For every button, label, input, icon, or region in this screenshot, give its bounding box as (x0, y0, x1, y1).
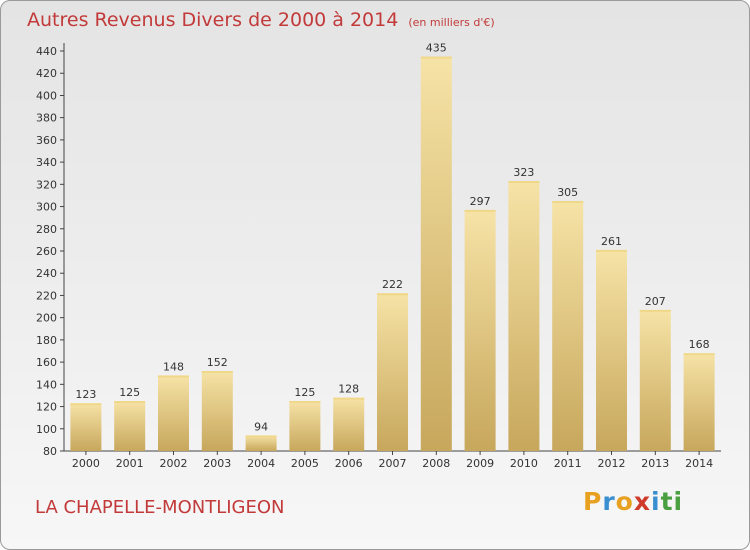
bar (683, 353, 715, 451)
x-tick-label: 2011 (554, 457, 582, 470)
bar (377, 293, 408, 451)
data-label: 168 (689, 338, 710, 351)
logo-letter: t (660, 487, 674, 516)
x-tick-label: 2007 (379, 457, 407, 470)
logo-letter: r (602, 487, 616, 516)
bar-top (70, 403, 102, 406)
bar-top (420, 56, 452, 59)
bar (245, 435, 277, 451)
bar-top (245, 435, 277, 438)
bar (114, 401, 146, 451)
data-label: 207 (645, 295, 666, 308)
bar (289, 401, 321, 451)
y-tick-label: 260 (36, 245, 57, 258)
y-axis: 80 100 120 140 160 180 200 220 240 260 280 300 320 34… (36, 43, 65, 458)
data-label: 128 (338, 383, 359, 396)
x-tick-label: 2006 (335, 457, 363, 470)
bar-top (508, 181, 540, 183)
x-axis: 2000 2001 2002 2003 2004 2005 2006 2007 2008 2009… (64, 450, 721, 470)
bar (552, 201, 584, 451)
data-label: 152 (207, 356, 228, 369)
bar-top (377, 293, 408, 296)
y-tick-label: 160 (36, 356, 57, 369)
data-label: 125 (119, 386, 140, 399)
y-tick-label: 440 (36, 45, 57, 58)
x-tick-label: 2005 (291, 457, 319, 470)
data-label: 323 (513, 166, 534, 179)
bar-top (201, 371, 233, 373)
bar-top (114, 401, 146, 403)
x-tick-label: 2014 (685, 457, 713, 470)
bar-top (596, 249, 627, 252)
x-tick-label: 2003 (203, 457, 231, 470)
y-tick-label: 100 (36, 423, 57, 436)
bar-top (552, 201, 584, 203)
x-tick-label: 2012 (598, 457, 626, 470)
y-tick-label: 300 (36, 201, 57, 214)
data-label: 435 (426, 42, 447, 55)
y-tick-label: 420 (36, 67, 57, 80)
logo-letter: i (651, 487, 661, 516)
y-tick-label: 240 (36, 267, 57, 280)
data-label: 261 (601, 235, 622, 248)
data-label: 125 (294, 386, 315, 399)
bar (158, 375, 189, 451)
y-tick-label: 140 (36, 378, 57, 391)
y-tick-label: 360 (36, 134, 57, 147)
data-label: 297 (470, 195, 491, 208)
y-tick-label: 180 (36, 334, 57, 347)
data-label: 222 (382, 278, 403, 291)
x-tick-label: 2000 (72, 457, 100, 470)
y-tick-label: 320 (36, 178, 57, 191)
bar (508, 181, 540, 451)
bar (333, 397, 365, 451)
y-tick-label: 340 (36, 156, 57, 169)
bar (639, 309, 671, 451)
bar (201, 371, 233, 451)
bar (420, 56, 452, 452)
y-tick-label: 200 (36, 312, 57, 325)
x-tick-label: 2004 (247, 457, 275, 470)
x-tick-label: 2002 (160, 457, 188, 470)
bar-top (158, 375, 189, 378)
chart-title: Autres Revenus Divers de 2000 à 2014 (en… (27, 9, 495, 31)
bar-top (683, 353, 715, 356)
bar-top (289, 401, 321, 403)
y-tick-label: 380 (36, 112, 57, 125)
data-labels: 123 125 148 152 94 125 128 222 435 297 323 305 261 20… (75, 42, 709, 434)
logo-letter: x (633, 487, 651, 516)
x-tick-label: 2008 (422, 457, 450, 470)
bar-top (464, 209, 496, 212)
chart-subtitle: (en milliers d'€) (408, 16, 495, 29)
commune-name: LA CHAPELLE-MONTLIGEON (35, 497, 285, 518)
logo-letter: i (673, 487, 684, 516)
y-tick-label: 400 (36, 89, 57, 102)
bar-top (333, 397, 365, 400)
y-tick-label: 280 (36, 223, 57, 236)
data-label: 94 (254, 420, 268, 433)
x-tick-label: 2013 (641, 457, 669, 470)
bar (464, 209, 496, 451)
x-tick-label: 2010 (510, 457, 538, 470)
data-label: 148 (163, 360, 184, 373)
bar (596, 249, 627, 451)
x-tick-label: 2009 (466, 457, 494, 470)
logo-letter: o (615, 487, 634, 516)
y-tick-label: 80 (43, 445, 57, 458)
data-label: 123 (75, 388, 96, 401)
proxiti-logo: Proxiti (583, 487, 683, 516)
y-tick-label: 220 (36, 289, 57, 302)
y-tick-label: 120 (36, 401, 57, 414)
x-tick-label: 2001 (116, 457, 144, 470)
bar (70, 403, 102, 451)
logo-letter: P (583, 487, 603, 516)
data-label: 305 (557, 186, 578, 199)
bar-top (639, 309, 671, 312)
bar-series (70, 56, 715, 452)
